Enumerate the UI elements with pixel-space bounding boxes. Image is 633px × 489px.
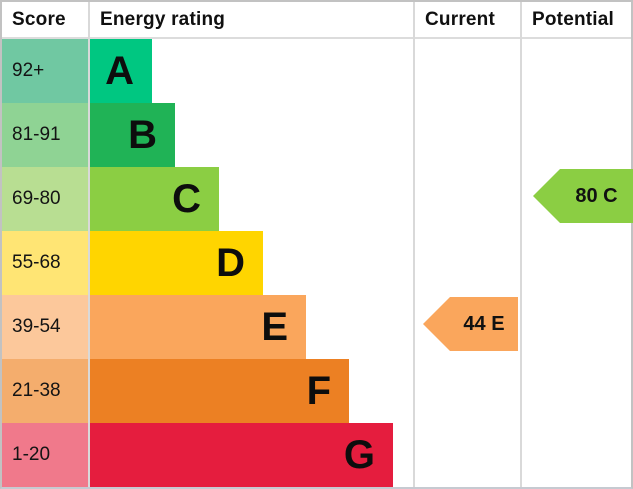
score-range-b: 81-91 (2, 103, 88, 167)
potential-header: Potential (522, 2, 631, 39)
rating-bar-g: G (90, 423, 393, 487)
potential-rating-arrow: 80 C (533, 169, 633, 223)
rating-grade-label: F (306, 369, 331, 413)
potential-rating-label: 80 C (575, 184, 618, 207)
current-header: Current (415, 2, 520, 39)
rating-bar-a: A (90, 39, 152, 103)
rating-grade-label: A (105, 49, 134, 93)
rating-grade-label: D (216, 241, 245, 285)
current-column: Current 44 E (415, 2, 522, 487)
score-range-a: 92+ (2, 39, 88, 103)
potential-column: Potential 80 C (522, 2, 633, 487)
current-rating-label: 44 E (463, 312, 505, 335)
score-range-f: 21-38 (2, 359, 88, 423)
potential-column-body: 80 C (522, 39, 633, 487)
energy-rating-column-body: A B C D E F G (90, 39, 413, 487)
rating-grade-label: E (261, 305, 288, 349)
score-header: Score (2, 2, 88, 39)
score-range-g: 1-20 (2, 423, 88, 487)
rating-bar-c: C (90, 167, 219, 231)
energy-rating-header: Energy rating (90, 2, 413, 39)
score-range-c: 69-80 (2, 167, 88, 231)
score-range-d: 55-68 (2, 231, 88, 295)
rating-grade-label: G (343, 433, 375, 477)
rating-bar-f: F (90, 359, 349, 423)
rating-bar-e: E (90, 295, 306, 359)
current-column-body: 44 E (415, 39, 520, 487)
rating-grade-label: B (128, 113, 157, 157)
rating-bar-b: B (90, 103, 175, 167)
current-rating-arrow: 44 E (423, 297, 518, 351)
score-column: Score 92+ 81-91 69-80 55-68 39-54 21-38 … (2, 2, 90, 487)
rating-bar-d: D (90, 231, 263, 295)
energy-rating-column: Energy rating A B C D E F G (90, 2, 415, 487)
score-column-body: 92+ 81-91 69-80 55-68 39-54 21-38 1-20 (2, 39, 88, 487)
score-range-e: 39-54 (2, 295, 88, 359)
rating-grade-label: C (172, 177, 201, 221)
